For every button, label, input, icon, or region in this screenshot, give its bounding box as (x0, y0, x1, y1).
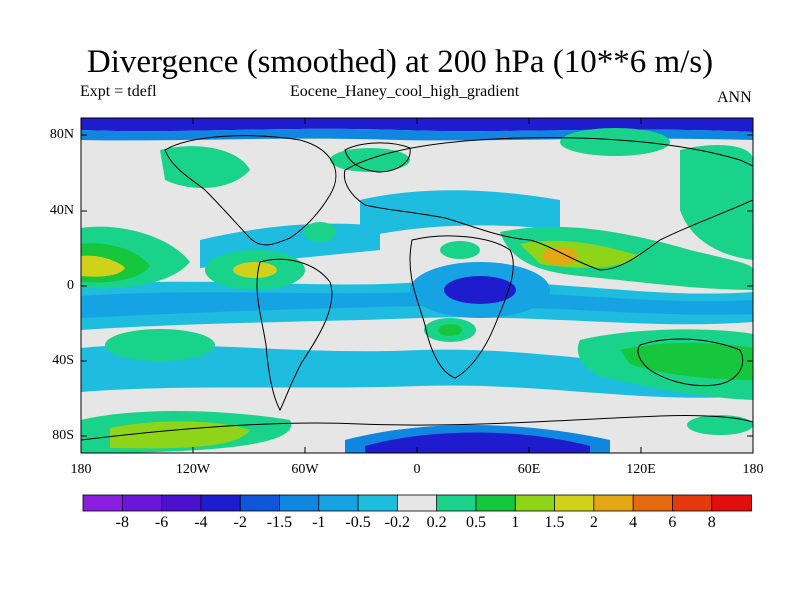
coastline-north-america (164, 135, 337, 246)
lon-label: 120W (175, 462, 211, 477)
lon-label: 120E (626, 462, 656, 477)
colorbar-label: 2 (589, 514, 598, 531)
colorbar-swatch (475, 494, 517, 512)
lon-label: 180 (742, 462, 764, 477)
coastline-antarctica (81, 414, 753, 441)
divergence-band-neg-tropics-core (81, 291, 753, 318)
lon-label: 60E (517, 462, 541, 477)
axis-ticks (81, 118, 753, 453)
colorbar-label: 1.5 (544, 514, 565, 531)
divergence-band-pos-south-indian-core (620, 343, 753, 380)
divergence-cell-neg-africa (444, 276, 516, 304)
colorbar (82, 494, 752, 512)
divergence-cell-pos-asia (542, 247, 578, 265)
divergence-cell-pos-pacific (81, 255, 125, 277)
colorbar-swatch (82, 494, 124, 512)
coastlines (81, 135, 753, 441)
colorbar-swatch (672, 494, 713, 512)
coastline-eurasia (343, 137, 753, 271)
experiment-label: Expt = tdefl (80, 83, 157, 100)
colorbar-label: 0.2 (426, 514, 447, 531)
divergence-cell-pos-south-pacific (105, 329, 215, 361)
divergence-cell-pos-south-atlantic-core (438, 324, 462, 336)
lat-label: 0 (67, 278, 74, 293)
divergence-cell-pos-americas-core (233, 262, 277, 278)
lat-label: 80N (49, 127, 74, 142)
colorbar-swatch (711, 494, 752, 512)
divergence-cell-pos-north-atlantic (330, 148, 410, 172)
colorbar-label: 4 (629, 514, 638, 531)
colorbar-swatch (436, 494, 477, 512)
colorbar-swatch (279, 494, 320, 512)
divergence-band-pos-northeast (680, 145, 753, 260)
lon-label: 180 (70, 462, 92, 477)
colorbar-label: -8 (115, 514, 129, 531)
lat-label: 40N (49, 203, 74, 218)
colorbar-swatch (632, 494, 674, 512)
colorbar-swatch (161, 494, 202, 512)
colorbar-label: -0.2 (384, 514, 410, 531)
divergence-cell-pos-north-pacific (160, 146, 250, 189)
divergence-band-neg-north-pole (81, 118, 753, 132)
coastline-australia (637, 338, 744, 387)
divergence-cell-pos-atlantic (304, 222, 336, 242)
colorbar-swatch (200, 494, 242, 512)
colorbar-label: 6 (668, 514, 677, 531)
lon-label: 60W (291, 462, 319, 477)
colorbar-label: -4 (194, 514, 208, 531)
colorbar-swatch (318, 494, 359, 512)
colorbar-swatch (357, 494, 399, 512)
colorbar-swatch (554, 494, 595, 512)
plot-title: Divergence (smoothed) at 200 hPa (10**6 … (86, 44, 714, 80)
colorbar-swatch (514, 494, 556, 512)
lat-label: 40S (52, 353, 74, 368)
divergence-band-pos-south-pacific-core (110, 421, 250, 449)
colorbar-label: -1 (312, 514, 326, 531)
divergence-band-neg-south (81, 344, 753, 398)
coastline-south-america (256, 258, 333, 412)
season-label: ANN (717, 89, 752, 106)
divergence-cell-pos-east-pacific (687, 415, 753, 435)
divergence-cell-pos-arctic (560, 128, 670, 156)
colorbar-label: -6 (154, 514, 169, 531)
colorbar-label: 0.5 (465, 514, 486, 531)
colorbar-swatch (239, 494, 281, 512)
colorbar-swatch (396, 494, 438, 512)
colorbar-swatch (593, 494, 635, 512)
map-field (81, 118, 753, 453)
colorbar-label: 8 (707, 514, 716, 531)
case-name-label: Eocene_Haney_cool_high_gradient (290, 83, 520, 100)
lat-label: 80S (52, 428, 74, 443)
colorbar-label: 1 (511, 514, 520, 531)
coastline-greenland (344, 142, 411, 173)
divergence-band-neg-eurasia (360, 190, 560, 238)
colorbar-label: -2 (233, 514, 247, 531)
divergence-band-neg-antarctic (365, 432, 590, 453)
colorbar-label: -1.5 (266, 514, 293, 531)
coastline-africa (409, 235, 514, 379)
divergence-cell-pos-indian (440, 241, 480, 259)
colorbar-label: -0.5 (345, 514, 371, 531)
colorbar-swatch (121, 494, 163, 512)
lon-label: 0 (413, 462, 421, 477)
